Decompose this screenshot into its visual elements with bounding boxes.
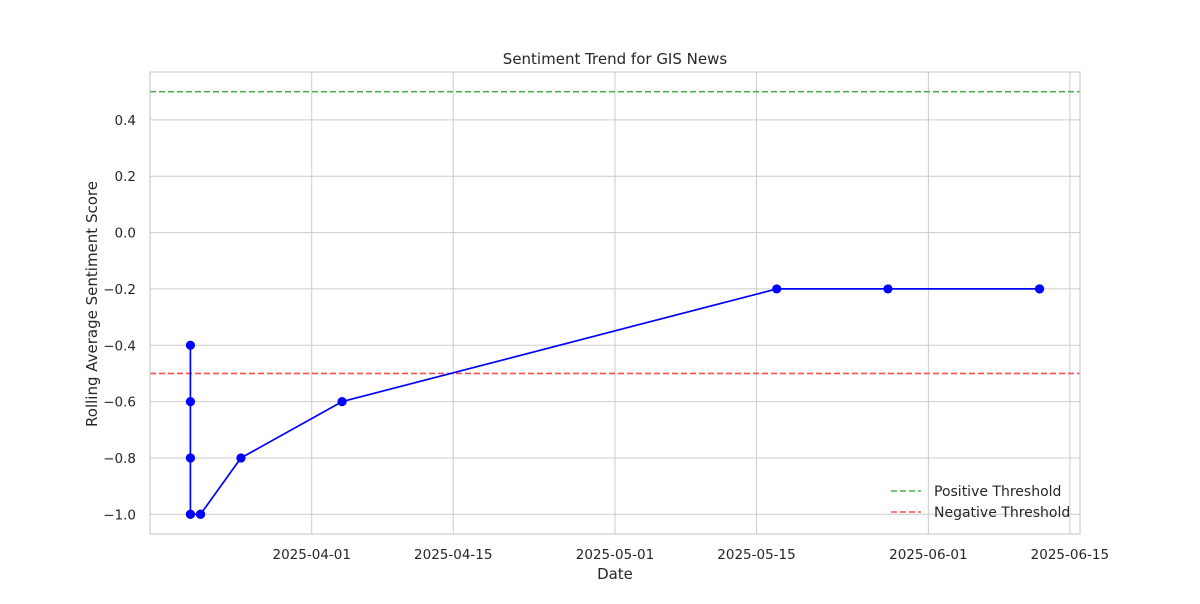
plot-frame <box>149 71 1081 535</box>
y-tick-label: −0.2 <box>103 282 136 298</box>
data-point <box>195 509 206 519</box>
data-point <box>883 284 893 294</box>
y-tick-label: −0.4 <box>103 338 136 354</box>
data-point <box>236 453 246 463</box>
y-tick-label: −1.0 <box>103 507 136 523</box>
x-tick-label: 2025-06-01 <box>889 547 967 563</box>
legend-label-positive: Positive Threshold <box>934 484 1061 500</box>
data-point <box>185 340 196 350</box>
tick-labels: −1.0 −0.8 −0.6 −0.4 −0.2 0.0 0.2 0.4 2025-04-01 2… <box>103 113 1109 563</box>
chart-title: Sentiment Trend for GIS News <box>503 50 728 68</box>
y-tick-label: −0.8 <box>103 451 136 467</box>
reference-lines <box>150 90 1080 375</box>
y-axis-label: Rolling Average Sentiment Score <box>83 181 101 427</box>
series-line <box>189 288 1040 516</box>
legend-label-negative: Negative Threshold <box>934 505 1070 521</box>
data-point <box>1034 284 1045 294</box>
x-tick-label: 2025-04-01 <box>273 547 351 563</box>
legend: Positive Threshold Negative Threshold <box>891 484 1070 521</box>
axes-frame <box>149 71 1081 535</box>
y-tick-label: 0.2 <box>115 169 136 185</box>
y-tick-label: −0.6 <box>103 395 136 411</box>
data-point <box>185 509 196 519</box>
y-tick-label: 0.4 <box>115 113 136 129</box>
x-tick-label: 2025-05-01 <box>576 547 654 563</box>
x-tick-label: 2025-06-15 <box>1031 547 1109 563</box>
series-layer <box>185 284 1045 519</box>
data-point <box>337 396 347 407</box>
grid-layer <box>150 72 1080 534</box>
data-point <box>185 396 196 407</box>
x-tick-label: 2025-04-15 <box>414 547 492 563</box>
x-axis-label: Date <box>597 565 633 583</box>
x-tick-label: 2025-05-15 <box>717 547 795 563</box>
y-tick-label: 0.0 <box>115 226 136 242</box>
data-point <box>185 453 196 463</box>
data-point <box>772 284 782 294</box>
